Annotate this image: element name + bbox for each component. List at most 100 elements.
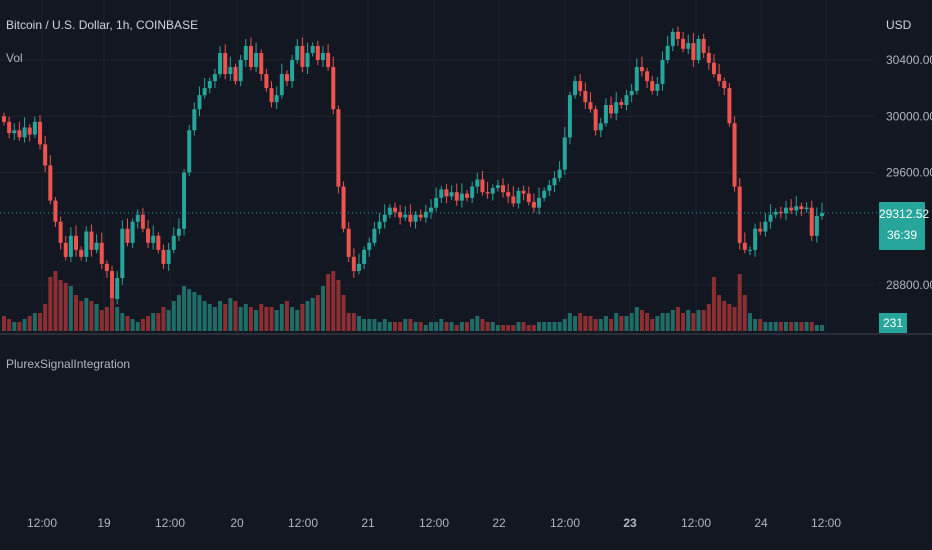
candle-body xyxy=(547,185,552,191)
candle-body xyxy=(573,81,578,96)
candle-body xyxy=(465,193,470,198)
candle-body xyxy=(305,52,310,68)
candle-body xyxy=(789,207,794,211)
candle-body xyxy=(495,185,500,188)
y-tick-label: 30400.00 xyxy=(886,53,932,67)
candle-body xyxy=(557,169,562,179)
candlestick-chart[interactable]: 30400.00 30000.00 29600.00 28800.00 xyxy=(0,0,932,333)
candle-body xyxy=(639,67,644,72)
volume-bar xyxy=(392,322,397,331)
candle-body xyxy=(814,216,819,236)
volume-bar xyxy=(768,322,773,331)
main-chart-pane[interactable]: 30400.00 30000.00 29600.00 28800.00 xyxy=(0,0,932,333)
volume-bar xyxy=(259,304,264,331)
volume-bar xyxy=(413,322,418,331)
candle-body xyxy=(89,231,94,250)
volume-bar xyxy=(480,319,485,331)
volume-bar xyxy=(295,310,300,331)
candle-body xyxy=(346,228,351,257)
volume-bar xyxy=(789,322,794,331)
candle-body xyxy=(320,52,325,60)
candle-body xyxy=(686,43,691,49)
volume-bar xyxy=(176,295,181,331)
candle-body xyxy=(197,95,202,110)
volume-bar xyxy=(408,319,413,331)
x-tick-label: 12:00 xyxy=(155,516,185,530)
volume-bar xyxy=(398,322,403,331)
volume-bar xyxy=(218,301,223,331)
candle-body xyxy=(326,52,331,68)
volume-bar xyxy=(274,310,279,331)
volume-bar xyxy=(79,301,84,331)
candle-body xyxy=(681,38,686,49)
volume-bar xyxy=(290,307,295,331)
candle-body xyxy=(48,165,53,201)
candle-body xyxy=(794,206,799,211)
volume-bar xyxy=(624,316,629,331)
candle-body xyxy=(233,67,238,82)
candle-body xyxy=(480,179,485,193)
volume-bar xyxy=(171,301,176,331)
candle-body xyxy=(660,60,665,84)
volume-bar xyxy=(660,313,665,331)
volume-bar xyxy=(485,322,490,331)
candle-body xyxy=(2,116,6,122)
x-tick-label: 24 xyxy=(754,516,768,530)
volume-bar xyxy=(125,316,130,331)
volume-bar xyxy=(598,319,603,331)
candle-body xyxy=(166,249,171,264)
candle-body xyxy=(711,62,716,75)
volume-bar xyxy=(778,322,783,331)
volume-bar xyxy=(552,322,557,331)
candle-body xyxy=(511,196,516,204)
candle-body xyxy=(454,192,459,201)
candle-body xyxy=(552,178,557,186)
indicator-pane[interactable] xyxy=(0,335,932,505)
candle-body xyxy=(7,121,12,134)
candle-body xyxy=(434,197,439,208)
candle-body xyxy=(22,127,27,138)
pane-divider[interactable] xyxy=(0,333,932,335)
candle-body xyxy=(624,95,629,105)
volume-bar xyxy=(542,322,547,331)
volume-bar xyxy=(130,319,135,331)
volume-bar xyxy=(593,319,598,331)
candle-body xyxy=(315,45,320,60)
candle-body xyxy=(38,121,43,145)
volume-bar xyxy=(727,304,732,331)
volume-bar xyxy=(74,295,79,331)
chart-title: Bitcoin / U.S. Dollar, 1h, COINBASE xyxy=(6,18,199,32)
volume-bar xyxy=(732,307,737,331)
candle-body xyxy=(68,235,73,257)
volume-bar xyxy=(146,316,151,331)
volume-bar xyxy=(336,280,341,331)
x-tick-label: 23 xyxy=(623,516,637,530)
candle-body xyxy=(94,242,99,250)
candle-body xyxy=(223,52,228,75)
volume-bar xyxy=(475,316,480,331)
volume-bar xyxy=(809,322,814,331)
volume-bar xyxy=(537,322,542,331)
candle-body xyxy=(58,221,63,243)
volume-bar xyxy=(465,322,470,331)
candle-body xyxy=(279,74,284,96)
y-tick-label: 28800.00 xyxy=(886,278,932,292)
candle-body xyxy=(156,235,161,250)
candle-body xyxy=(706,52,711,63)
volume-bar xyxy=(58,280,63,331)
volume-bar xyxy=(387,322,392,331)
candle-body xyxy=(382,214,387,222)
volume-bar xyxy=(182,286,187,331)
candle-body xyxy=(351,256,356,271)
volume-bar xyxy=(315,295,320,331)
candle-body xyxy=(737,186,742,243)
currency-label: USD xyxy=(886,18,912,32)
volume-bar xyxy=(254,310,259,331)
volume-bar xyxy=(300,304,305,331)
candle-body xyxy=(583,90,588,103)
time-axis[interactable]: 12:00 19 12:00 20 12:00 21 12:00 22 12:00 23 12:00… xyxy=(0,505,932,550)
candle-body xyxy=(758,228,763,232)
volume-bar xyxy=(495,325,500,331)
candle-body xyxy=(151,235,156,243)
volume-bar xyxy=(207,304,212,331)
